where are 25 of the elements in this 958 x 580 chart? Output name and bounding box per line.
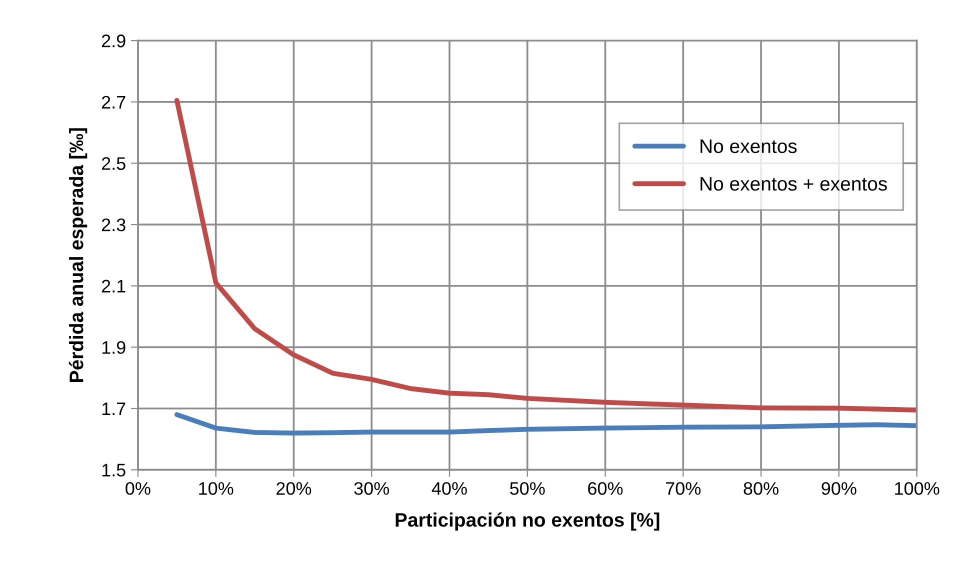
line-series — [174, 98, 917, 412]
y-axis-title: Pérdida anual esperada [‰] — [68, 128, 88, 382]
y-tick-label: 2.1 — [102, 280, 126, 292]
x-tick-label: 100% — [895, 482, 940, 495]
x-tick-label: 60% — [588, 482, 623, 495]
legend-label: No exentos + exentos — [700, 177, 887, 191]
y-tick-label: 1.7 — [102, 402, 126, 416]
x-tick-label: 50% — [510, 482, 545, 495]
x-tick-label: 10% — [199, 482, 234, 495]
x-tick-label: 90% — [822, 482, 856, 495]
x-tick-label: 30% — [354, 482, 390, 495]
x-tick-label: 70% — [666, 482, 701, 495]
y-tick-label: 1.9 — [102, 341, 126, 354]
y-tick-label: 2.3 — [102, 218, 126, 232]
x-tick-label: 40% — [432, 482, 467, 495]
y-tick-label: 2.5 — [102, 157, 126, 170]
x-tick-label: 80% — [744, 482, 778, 495]
x-tick-label: 0% — [126, 482, 150, 495]
legend-label: No exentos — [700, 140, 797, 154]
x-tick-label: 20% — [276, 482, 312, 495]
y-tick-label: 2.7 — [102, 96, 126, 108]
x-axis-title: Participación no exentos [%] — [396, 512, 660, 531]
y-tick-label: 2.9 — [102, 34, 126, 48]
line-series — [174, 412, 917, 436]
y-tick-label: 1.5 — [102, 464, 126, 477]
